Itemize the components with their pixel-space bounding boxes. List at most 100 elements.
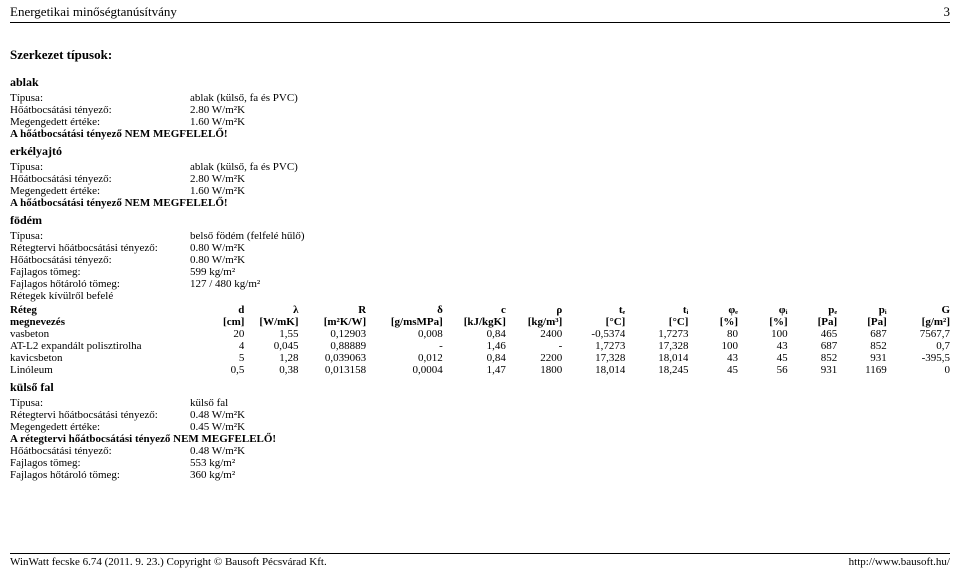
warning-text: A rétegtervi hőátbocsátási tényező NEM M… — [10, 433, 950, 445]
kv-value: 0.45 W/m²K — [190, 421, 520, 433]
table-cell: 43 — [738, 340, 788, 352]
kv-label: Megengedett értéke: — [10, 116, 190, 128]
layers-table: RétegdλRδcρtₑtᵢφₑφᵢpₑpᵢG megnevezés[cm][… — [10, 304, 950, 376]
table-cell: 0,38 — [244, 364, 298, 376]
footer-left: WinWatt fecske 6.74 (2011. 9. 23.) Copyr… — [10, 556, 327, 568]
table-cell: kavicsbeton — [10, 352, 202, 364]
table-cell: 687 — [788, 340, 838, 352]
table-cell: 1169 — [837, 364, 887, 376]
table-cell: 1,47 — [443, 364, 506, 376]
table-cell: 0,88889 — [299, 340, 367, 352]
table-cell: Linóleum — [10, 364, 202, 376]
kv-label: Megengedett értéke: — [10, 185, 190, 197]
block-erkelyajto-name: erkélyajtó — [10, 144, 950, 159]
kv-label: Hőátbocsátási tényező: — [10, 254, 190, 266]
table-cell: 5 — [202, 352, 245, 364]
kv-label: Típusa: — [10, 92, 190, 104]
table-cell: 80 — [688, 328, 738, 340]
table-cell: 2200 — [506, 352, 562, 364]
layers-label: Rétegek kívülről befelé — [10, 290, 950, 302]
table-head-cell: [%] — [688, 316, 738, 328]
section-title: Szerkezet típusok: — [10, 47, 950, 63]
table-cell: 931 — [788, 364, 838, 376]
table-head-cell: [g/msMPa] — [366, 316, 443, 328]
page-footer: WinWatt fecske 6.74 (2011. 9. 23.) Copyr… — [0, 553, 960, 568]
kv-value: 2.80 W/m²K — [190, 104, 520, 116]
table-head-cell: [W/mK] — [244, 316, 298, 328]
table-head-cell: megnevezés — [10, 316, 202, 328]
table-cell: 1,7273 — [625, 328, 688, 340]
table-cell: - — [366, 340, 443, 352]
table-cell: - — [506, 340, 562, 352]
table-cell: 0,0004 — [366, 364, 443, 376]
table-cell: 0,7 — [887, 340, 950, 352]
table-cell: 852 — [788, 352, 838, 364]
table-cell: 1800 — [506, 364, 562, 376]
table-head-cell: [Pa] — [788, 316, 838, 328]
table-cell: 4 — [202, 340, 245, 352]
table-cell: 18,245 — [625, 364, 688, 376]
warning-text: A hőátbocsátási tényező NEM MEGFELELŐ! — [10, 197, 950, 209]
table-cell: 1,28 — [244, 352, 298, 364]
table-cell: 0,84 — [443, 328, 506, 340]
table-cell: 1,7273 — [562, 340, 625, 352]
table-head-cell: [kJ/kgK] — [443, 316, 506, 328]
block-ablak-name: ablak — [10, 75, 950, 90]
kv-value: 1.60 W/m²K — [190, 116, 520, 128]
table-cell: -395,5 — [887, 352, 950, 364]
table-cell: 45 — [738, 352, 788, 364]
table-cell: 687 — [837, 328, 887, 340]
table-row: Linóleum0,50,380,0131580,00041,47180018,… — [10, 364, 950, 376]
kv-label: Hőátbocsátási tényező: — [10, 104, 190, 116]
table-cell: 0,012 — [366, 352, 443, 364]
table-head-cell: tᵢ — [625, 304, 688, 316]
table-head-cell: [cm] — [202, 316, 245, 328]
table-cell: 0 — [887, 364, 950, 376]
table-cell: 7567,7 — [887, 328, 950, 340]
kv-label: Fajlagos hőtároló tömeg: — [10, 469, 190, 481]
kv-value: 1.60 W/m²K — [190, 185, 520, 197]
kv-value: ablak (külső, fa és PVC) — [190, 161, 520, 173]
kv-label: Rétegtervi hőátbocsátási tényező: — [10, 409, 190, 421]
kv-label: Típusa: — [10, 230, 190, 242]
table-head-cell: [%] — [738, 316, 788, 328]
table-head-cell: [Pa] — [837, 316, 887, 328]
footer-right: http://www.bausoft.hu/ — [849, 556, 950, 568]
table-head-cell: c — [443, 304, 506, 316]
header-rule — [10, 22, 950, 23]
table-cell: 17,328 — [562, 352, 625, 364]
doc-title: Energetikai minőségtanúsítvány — [10, 4, 177, 20]
kv-value: 0.48 W/m²K — [190, 445, 520, 457]
warning-text: A hőátbocsátási tényező NEM MEGFELELŐ! — [10, 128, 950, 140]
table-cell: 931 — [837, 352, 887, 364]
table-head-cell: [kg/m³] — [506, 316, 562, 328]
kv-value: ablak (külső, fa és PVC) — [190, 92, 520, 104]
table-cell: 0,045 — [244, 340, 298, 352]
kv-value: 2.80 W/m²K — [190, 173, 520, 185]
kv-label: Hőátbocsátási tényező: — [10, 173, 190, 185]
table-head-cell: [°C] — [562, 316, 625, 328]
table-head-cell: [m²K/W] — [299, 316, 367, 328]
kv-label: Fajlagos tömeg: — [10, 266, 190, 278]
kv-label: Rétegtervi hőátbocsátási tényező: — [10, 242, 190, 254]
table-head-cell: G — [887, 304, 950, 316]
table-cell: 1,46 — [443, 340, 506, 352]
table-head-cell: δ — [366, 304, 443, 316]
table-cell: 17,328 — [625, 340, 688, 352]
kv-value: 360 kg/m² — [190, 469, 520, 481]
table-cell: 18,014 — [562, 364, 625, 376]
table-cell: 0,5 — [202, 364, 245, 376]
kv-value: belső födém (felfelé hűlő) — [190, 230, 520, 242]
table-head-cell: [g/m²] — [887, 316, 950, 328]
kv-label: Típusa: — [10, 397, 190, 409]
table-head-cell: d — [202, 304, 245, 316]
kv-label: Típusa: — [10, 161, 190, 173]
table-cell: 100 — [738, 328, 788, 340]
table-head-cell: ρ — [506, 304, 562, 316]
table-head-cell: Réteg — [10, 304, 202, 316]
table-cell: 0,008 — [366, 328, 443, 340]
table-head-cell: R — [299, 304, 367, 316]
table-head-cell: φₑ — [688, 304, 738, 316]
table-cell: 43 — [688, 352, 738, 364]
table-head-cell: tₑ — [562, 304, 625, 316]
